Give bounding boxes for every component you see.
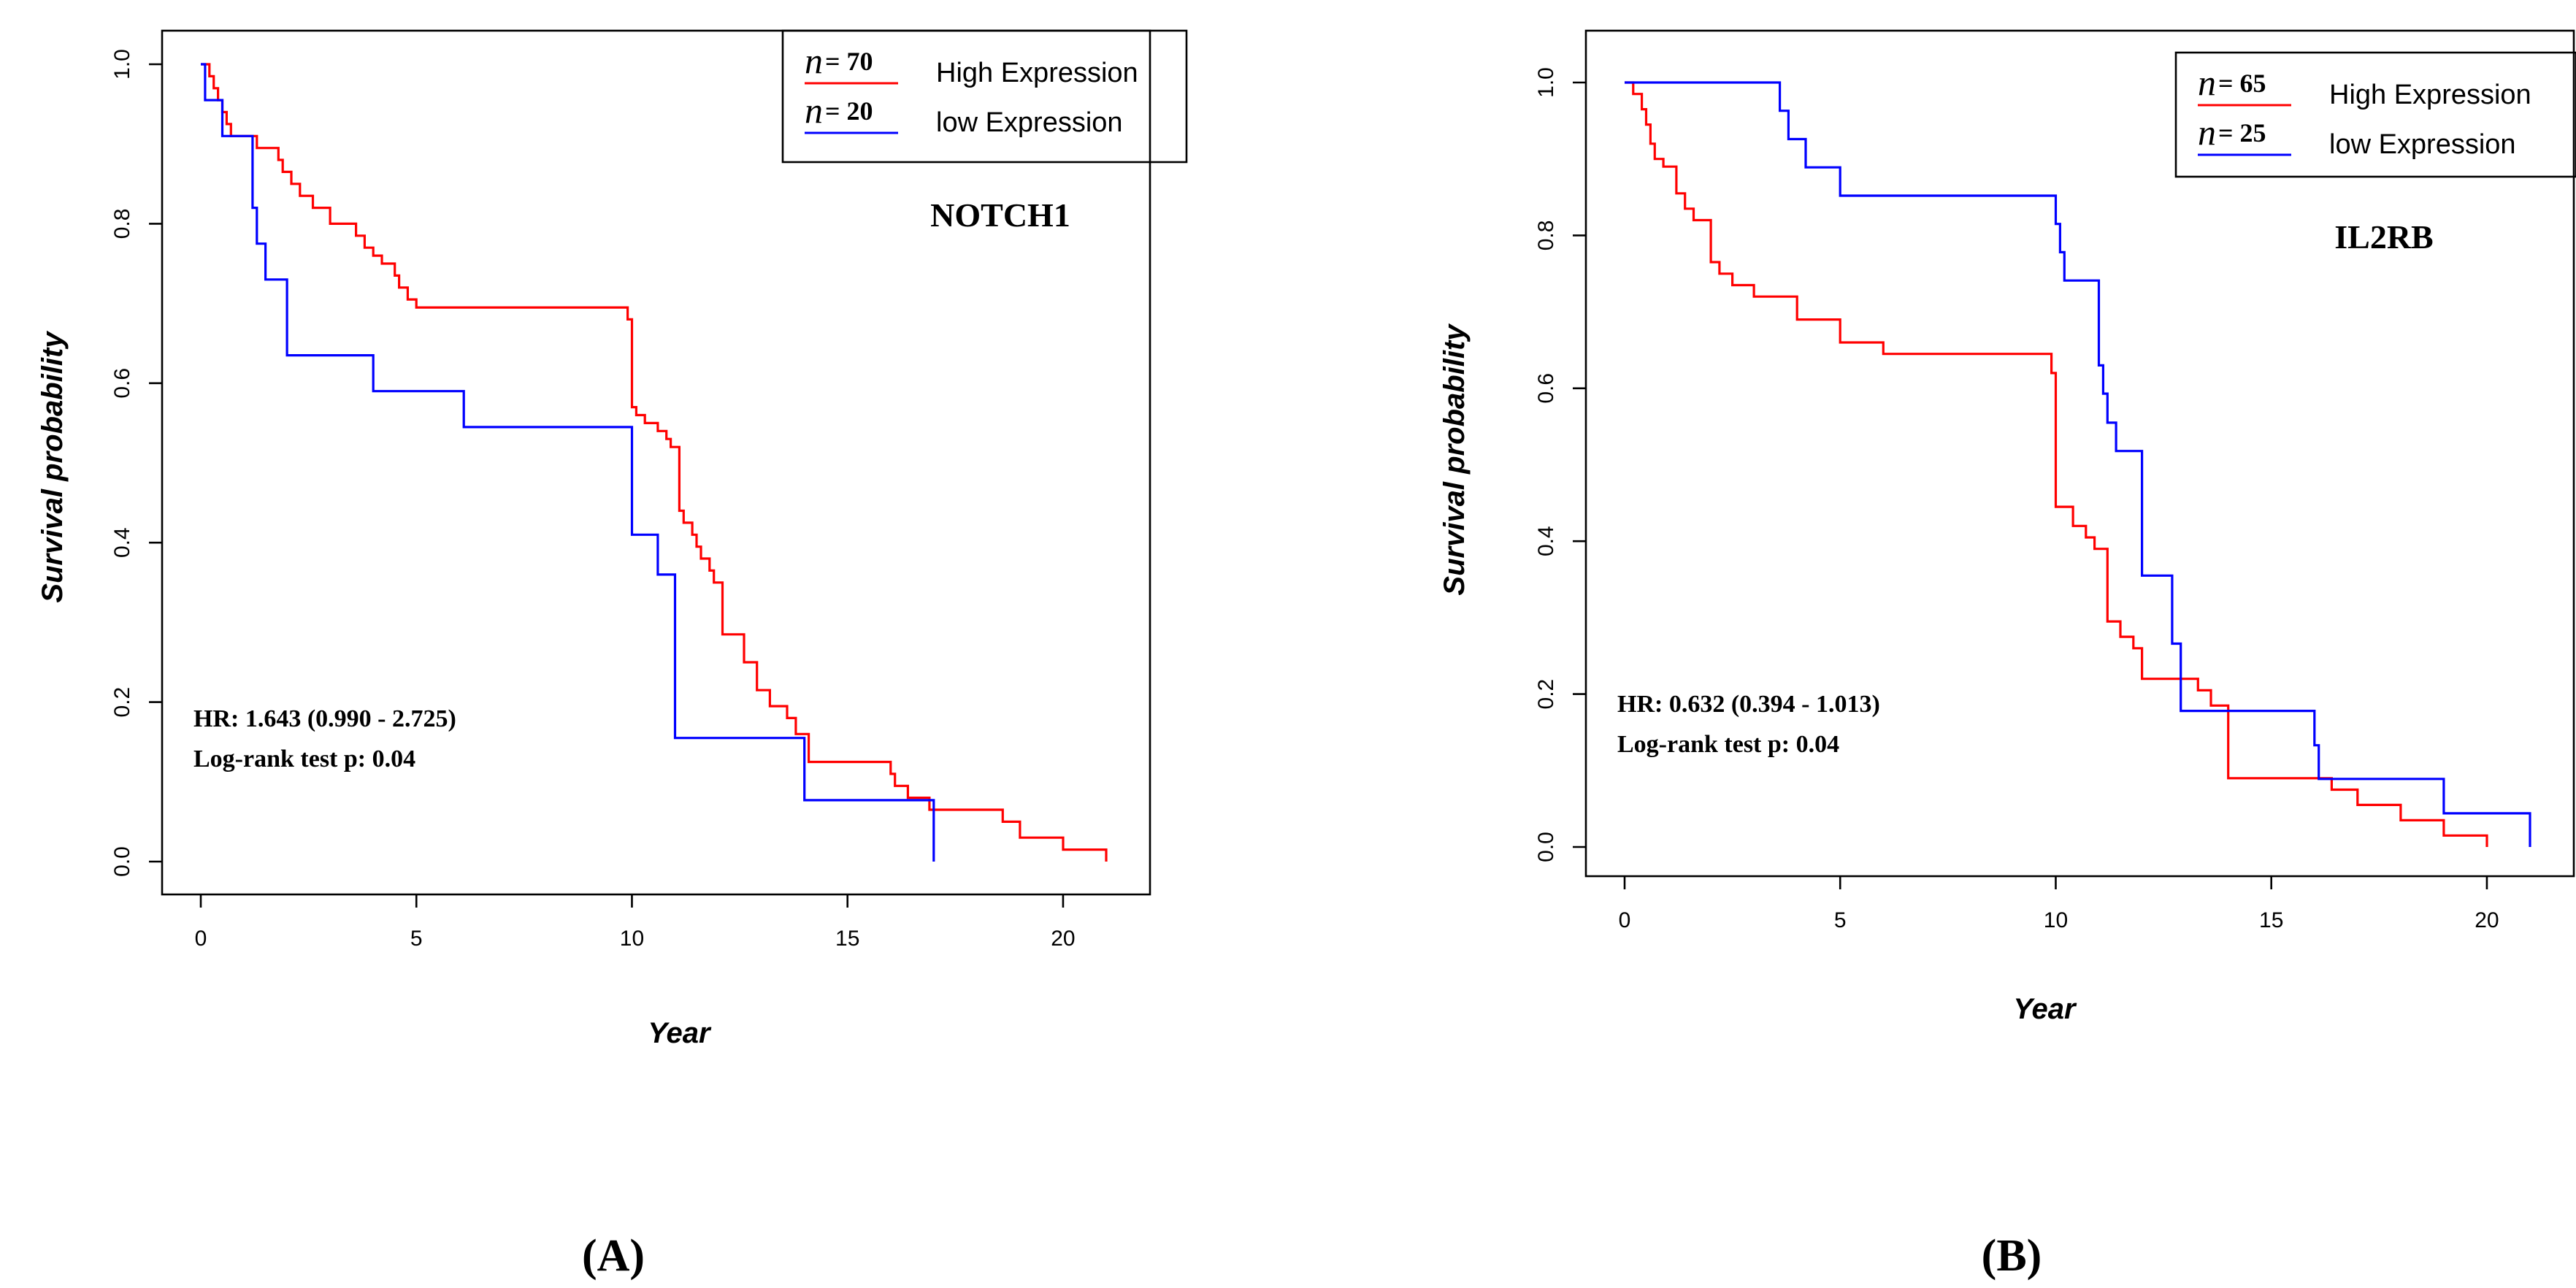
x-tick-label: 20	[1051, 927, 1075, 951]
logrank-text: Log-rank test p: 0.04	[1617, 731, 1839, 758]
y-tick-label: 0.2	[1534, 679, 1558, 710]
legend-label: low Expression	[2329, 129, 2516, 160]
logrank-text: Log-rank test p: 0.04	[193, 745, 415, 773]
x-axis-label: Year	[648, 1017, 712, 1049]
y-tick-label: 0.4	[1534, 526, 1558, 556]
x-tick-label: 0	[195, 927, 207, 951]
legend-n-symbol: n	[2198, 62, 2216, 103]
legend-box	[2174, 51, 2576, 178]
plot-frame	[1584, 29, 2575, 878]
legend-n-symbol: n	[2198, 112, 2216, 153]
y-axis-label: Survival probability	[1438, 323, 1471, 596]
y-tick-label: 0.2	[110, 687, 134, 718]
survival-curve-high	[1625, 81, 2488, 847]
legend-n-value: = 25	[2218, 118, 2266, 147]
survival-curve-low	[1625, 81, 2531, 847]
legend-n-value: = 20	[825, 96, 873, 126]
y-tick-label: 0.4	[110, 527, 134, 558]
legend-n-symbol: n	[805, 40, 823, 81]
legend: n = 70 High Expression n = 20 low Expression	[781, 29, 1188, 164]
chart-panel-a: 0 5 10 15 20 0.0 0.2 0.4 0.6 0.8 1.0 Year Survival p…	[37, 29, 1188, 1281]
hazard-ratio-text: HR: 0.632 (0.394 - 1.013)	[1617, 691, 1880, 718]
legend-label: low Expression	[936, 107, 1123, 138]
survival-curve-high	[201, 63, 1108, 862]
x-tick-label: 10	[2044, 908, 2068, 932]
x-tick-label: 10	[620, 927, 644, 951]
x-tick-label: 5	[410, 927, 423, 951]
panel-label: (B)	[1982, 1231, 2042, 1281]
chart-panel-b: 0 5 10 15 20 0.0 0.2 0.4 0.6 0.8 1.0 Year Survival p…	[1438, 29, 2576, 1281]
y-tick-label: 0.8	[1534, 221, 1558, 251]
x-tick-label: 15	[2259, 908, 2283, 932]
panel-label: (A)	[582, 1231, 645, 1281]
panel-letter: A	[597, 1231, 630, 1281]
gene-name: IL2RB	[2334, 218, 2433, 256]
y-tick-label: 1.0	[110, 49, 134, 80]
legend: n = 65 High Expression n = 25 low Expression	[2174, 51, 2576, 178]
legend-n-value: = 70	[825, 47, 873, 76]
legend-n-symbol: n	[805, 90, 823, 131]
y-tick-label: 0.0	[110, 846, 134, 877]
legend-label: High Expression	[936, 58, 1138, 88]
y-tick-label: 0.0	[1534, 832, 1558, 862]
y-tick-label: 1.0	[1534, 67, 1558, 98]
gene-name: NOTCH1	[930, 196, 1070, 234]
y-tick-label: 0.8	[110, 209, 134, 239]
panel-letter: B	[1996, 1231, 2026, 1281]
legend-label: High Expression	[2329, 80, 2531, 110]
legend-n-value: = 65	[2218, 69, 2266, 98]
x-tick-label: 15	[835, 927, 859, 951]
hazard-ratio-text: HR: 1.643 (0.990 - 2.725)	[193, 705, 456, 732]
legend-box	[781, 29, 1188, 164]
x-axis-label: Year	[2013, 993, 2077, 1025]
y-tick-label: 0.6	[1534, 373, 1558, 404]
y-tick-label: 0.6	[110, 368, 134, 399]
x-tick-label: 5	[1834, 908, 1847, 932]
survival-curve-low	[201, 63, 935, 862]
y-axis-label: Survival probability	[37, 331, 69, 603]
x-tick-label: 20	[2475, 908, 2499, 932]
plot-frame	[161, 29, 1151, 896]
x-tick-label: 0	[1619, 908, 1631, 932]
